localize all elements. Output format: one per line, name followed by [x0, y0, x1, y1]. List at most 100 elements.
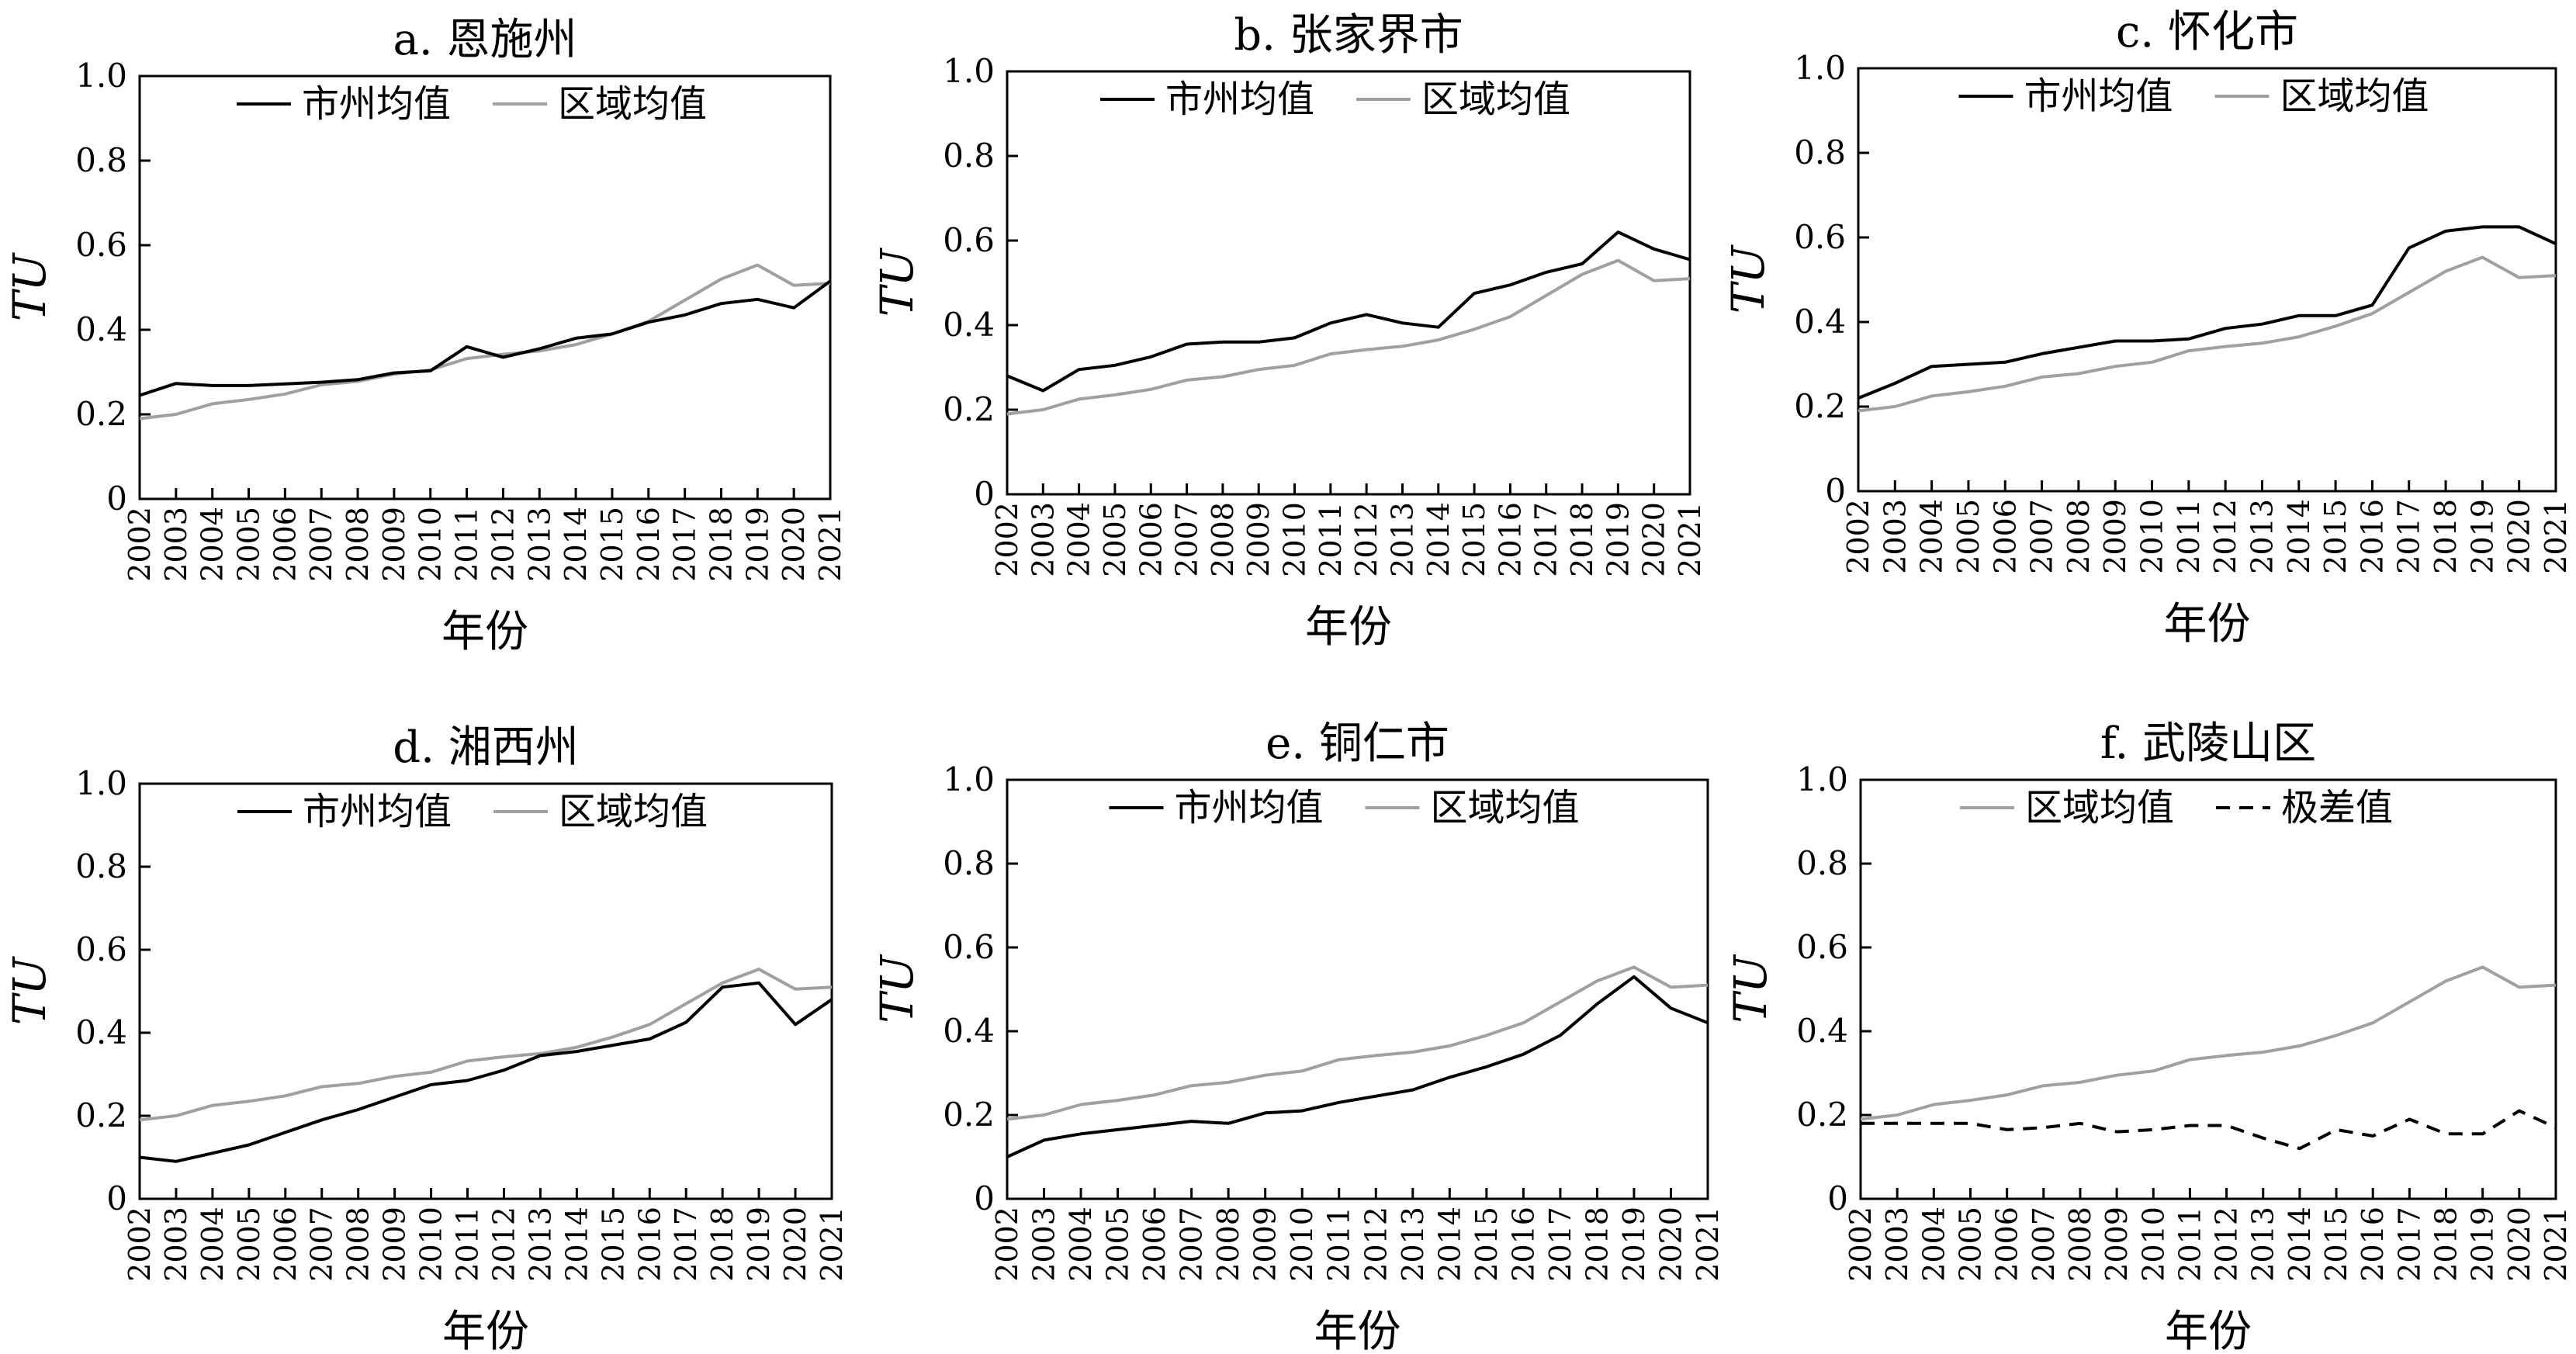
x-tick-label: 2017: [2392, 499, 2426, 574]
data-point: [794, 988, 797, 991]
data-point: [1896, 1113, 1899, 1117]
plot-area-frame: [138, 782, 833, 1200]
series-line-2: [1006, 258, 1691, 416]
data-point: [2079, 1081, 2082, 1084]
plot-area-frame: [1857, 67, 2557, 493]
x-axis-label: 年份: [1314, 1307, 1401, 1354]
data-point: [357, 1108, 360, 1111]
data-point: [721, 985, 724, 989]
data-point: [1117, 1128, 1120, 1131]
data-point: [1221, 341, 1224, 344]
x-tick-label: 2010: [1278, 502, 1312, 577]
data-point: [320, 1086, 324, 1089]
data-point: [2187, 349, 2190, 352]
series-line-2: [1006, 965, 1709, 1121]
data-point: [175, 1114, 178, 1117]
x-tick-label: 2008: [2062, 499, 2096, 574]
x-tick-label: 2004: [1064, 1207, 1098, 1282]
y-tick-label: 1.0: [943, 760, 995, 798]
series-line-1: [1860, 965, 2557, 1121]
y-tick-label: 0.6: [1796, 928, 1848, 966]
plot-area-frame: [1006, 70, 1691, 496]
x-tick-label: 2015: [2318, 499, 2353, 574]
data-point: [611, 332, 614, 335]
x-tick-label: 2018: [1580, 1207, 1614, 1282]
x-tick-label: 2015: [1457, 502, 1491, 577]
data-point: [1329, 321, 1332, 324]
data-point: [2334, 314, 2337, 317]
x-tick-label: 2020: [2502, 499, 2536, 574]
x-tick-label: 2013: [2246, 1207, 2280, 1282]
data-point: [1374, 1054, 1377, 1057]
x-tick-label: 2005: [1101, 1207, 1135, 1282]
y-tick-label: 1.0: [943, 52, 995, 90]
x-tick-label: 2014: [559, 1207, 594, 1282]
y-tick-label: 0.2: [943, 1096, 995, 1134]
data-point: [2554, 274, 2557, 277]
y-axis-label: TU: [3, 956, 56, 1026]
y-tick-label: 0.4: [75, 1013, 127, 1051]
data-point: [757, 968, 760, 971]
data-point: [2152, 1069, 2155, 1072]
data-point: [2077, 372, 2080, 375]
x-tick-label: 2002: [990, 502, 1024, 577]
data-point: [1595, 1003, 1598, 1006]
y-tick-label: 0.4: [75, 310, 127, 348]
legend-label: 市州均值: [1165, 78, 1314, 121]
data-point: [1896, 1122, 1899, 1125]
x-tick-label: 2008: [2063, 1207, 2097, 1282]
data-point: [1633, 965, 1636, 968]
data-point: [2445, 1132, 2448, 1135]
chart-title: f. 武陵山区: [2100, 719, 2316, 769]
data-point: [1968, 1122, 1972, 1125]
data-point: [2077, 346, 2080, 349]
x-tick-label: 2013: [2245, 499, 2279, 574]
y-axis-label: TU: [871, 954, 923, 1023]
x-tick-label: 2012: [486, 1207, 521, 1282]
data-point: [1041, 389, 1044, 392]
data-point: [357, 1082, 360, 1085]
data-point: [757, 982, 760, 985]
data-point: [2003, 385, 2006, 388]
x-tick-label: 2002: [990, 1207, 1024, 1282]
data-point: [1967, 390, 1970, 393]
x-tick-label: 2005: [1098, 502, 1132, 577]
data-point: [1293, 364, 1297, 367]
x-tick-label: 2008: [341, 1207, 376, 1282]
x-tick-label: 2016: [1506, 1207, 1540, 1282]
x-tick-label: 2002: [123, 507, 157, 582]
x-tick-label: 2012: [2210, 1207, 2244, 1282]
data-point: [2151, 361, 2154, 364]
x-tick-label: 2009: [2098, 499, 2132, 574]
data-point: [211, 384, 214, 387]
x-tick-label: 2009: [1241, 502, 1276, 577]
x-tick-label: 2004: [1916, 1207, 1951, 1282]
data-point: [2408, 247, 2411, 250]
data-point: [1227, 1122, 1230, 1125]
y-tick-label: 0.4: [943, 1012, 995, 1050]
data-point: [2006, 1093, 2009, 1096]
x-tick-label: 2006: [1988, 499, 2022, 574]
data-point: [211, 1151, 214, 1155]
data-point: [1706, 1021, 1709, 1024]
x-tick-label: 2011: [450, 507, 484, 582]
x-tick-label: 2017: [1543, 1207, 1577, 1282]
data-point: [283, 393, 286, 396]
data-point: [138, 417, 141, 420]
data-point: [1300, 1110, 1304, 1113]
data-point: [211, 402, 214, 405]
data-point: [1930, 394, 1934, 397]
data-point: [283, 383, 286, 386]
x-tick-label: 2003: [1880, 1207, 1914, 1282]
data-point: [430, 1071, 433, 1074]
data-point: [2481, 225, 2484, 228]
data-point: [2481, 256, 2484, 259]
data-point: [1669, 1006, 1672, 1009]
data-point: [1616, 259, 1619, 262]
data-point: [320, 381, 323, 384]
data-point: [1293, 336, 1297, 339]
y-tick-label: 1.0: [1796, 760, 1848, 798]
data-point: [1153, 1124, 1156, 1127]
data-point: [2041, 376, 2044, 379]
